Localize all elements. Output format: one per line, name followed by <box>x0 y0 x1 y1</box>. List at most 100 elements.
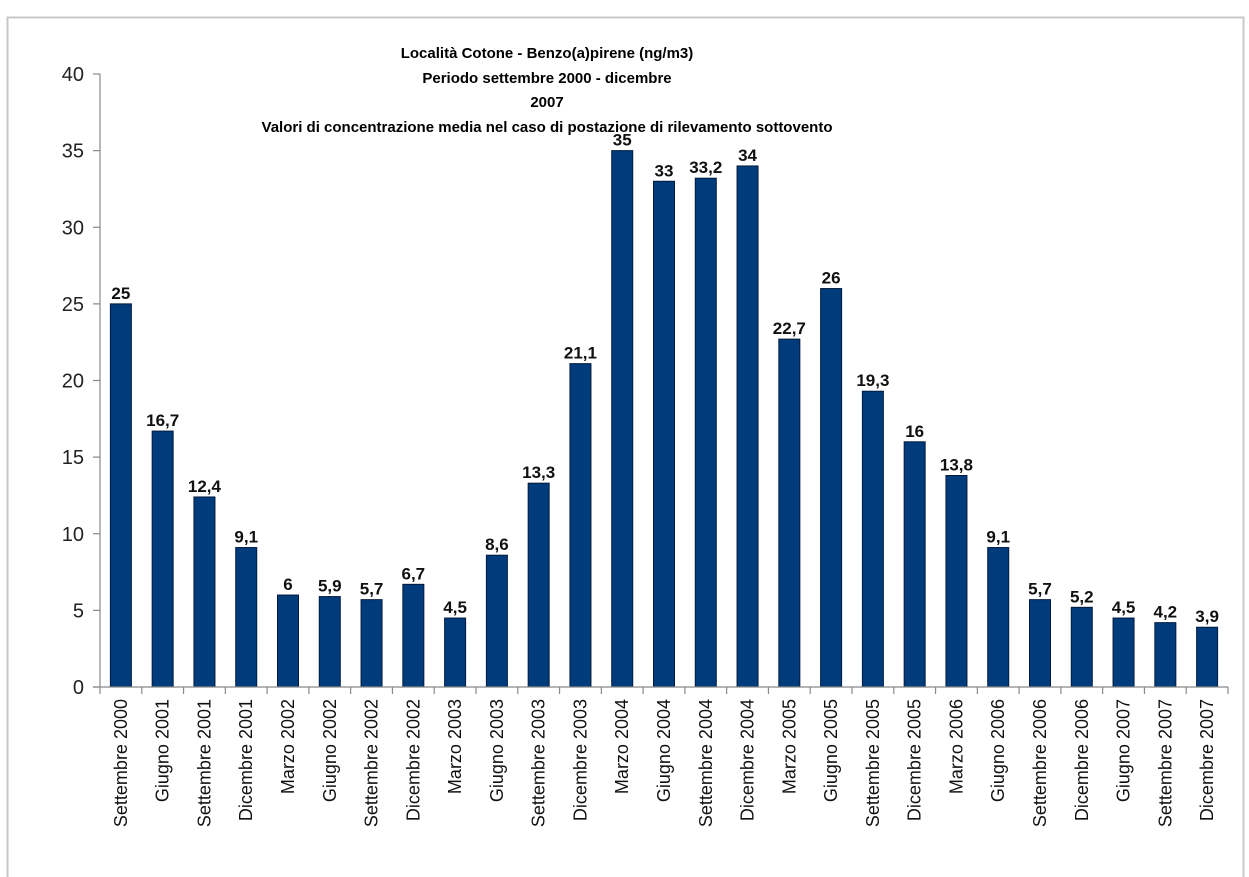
x-tick-label-15: Settembre 2004 <box>696 699 716 827</box>
bar-23 <box>1029 599 1051 688</box>
value-label-8: 6,7 <box>402 564 426 583</box>
bar-16 <box>736 165 759 688</box>
value-label-27: 3,9 <box>1195 607 1219 626</box>
value-label-5: 6 <box>283 575 292 594</box>
x-tick-label-3: Settembre 2001 <box>194 699 214 827</box>
x-tick-label-5: Marzo 2002 <box>278 699 298 794</box>
x-tick-label-11: Settembre 2003 <box>529 699 549 827</box>
value-label-11: 13,3 <box>522 463 555 482</box>
value-label-15: 33,2 <box>689 158 722 177</box>
x-tick-label-16: Dicembre 2004 <box>738 699 758 821</box>
y-tick-label-10: 10 <box>62 524 84 546</box>
y-tick-label-0: 0 <box>73 677 84 699</box>
x-tick-label-19: Settembre 2005 <box>863 699 883 827</box>
y-tick-label-35: 35 <box>62 141 84 163</box>
value-label-3: 12,4 <box>188 477 222 496</box>
axes-layer <box>93 73 1229 694</box>
value-label-20: 16 <box>905 422 924 441</box>
title-line-1: Località Cotone - Benzo(a)pirene (ng/m3) <box>401 45 694 62</box>
bar-12 <box>569 363 592 688</box>
value-label-16: 34 <box>738 146 757 165</box>
x-tick-label-26: Settembre 2007 <box>1155 699 1175 827</box>
x-tick-label-23: Settembre 2006 <box>1030 699 1050 827</box>
value-label-22: 9,1 <box>986 528 1010 547</box>
bar-10 <box>485 554 508 688</box>
chart-title: Località Cotone - Benzo(a)pirene (ng/m3)… <box>262 45 833 136</box>
labels-layer: 0 5 10 15 20 25 30 35 40 Settembre 2000 Giugno 200… <box>62 64 1219 827</box>
x-tick-label-13: Marzo 2004 <box>612 699 632 794</box>
bars-layer <box>109 150 1219 688</box>
x-tick-label-6: Giugno 2002 <box>320 699 340 802</box>
y-tick-label-20: 20 <box>62 371 84 393</box>
value-label-21: 13,8 <box>940 456 973 475</box>
bar-27 <box>1196 626 1219 688</box>
value-label-23: 5,7 <box>1028 580 1052 599</box>
bar-19 <box>861 390 884 688</box>
x-tick-label-18: Giugno 2005 <box>821 699 841 802</box>
value-label-4: 9,1 <box>234 528 258 547</box>
value-label-19: 19,3 <box>856 371 889 390</box>
x-tick-label-20: Dicembre 2005 <box>905 699 925 821</box>
x-tick-label-7: Settembre 2002 <box>362 699 382 827</box>
bar-1 <box>109 303 132 688</box>
bar-7 <box>360 599 383 688</box>
bar-13 <box>611 150 634 688</box>
y-tick-label-15: 15 <box>62 447 84 469</box>
x-tick-label-27: Dicembre 2007 <box>1197 699 1217 821</box>
bar-11 <box>527 482 550 688</box>
value-label-18: 26 <box>822 269 841 288</box>
bar-21 <box>945 475 968 688</box>
x-tick-label-14: Giugno 2004 <box>654 699 674 802</box>
x-tick-label-25: Giugno 2007 <box>1114 699 1134 802</box>
bar-3 <box>193 496 216 688</box>
x-tick-label-21: Marzo 2006 <box>946 699 966 794</box>
bar-22 <box>987 547 1010 688</box>
bar-25 <box>1112 617 1135 688</box>
bar-20 <box>903 441 926 688</box>
bar-9 <box>444 617 467 688</box>
value-label-2: 16,7 <box>146 411 179 430</box>
value-label-9: 4,5 <box>443 598 467 617</box>
x-tick-label-1: Settembre 2000 <box>111 699 131 827</box>
value-label-24: 5,2 <box>1070 587 1094 606</box>
x-tick-label-10: Giugno 2003 <box>487 699 507 802</box>
title-line-2: Periodo settembre 2000 - dicembre <box>422 70 671 87</box>
y-tick-label-40: 40 <box>62 64 84 86</box>
x-tick-label-4: Dicembre 2001 <box>236 699 256 821</box>
value-label-1: 25 <box>111 284 130 303</box>
bar-18 <box>820 288 843 688</box>
title-line-3: 2007 <box>530 94 563 111</box>
value-label-13: 35 <box>613 131 632 150</box>
bar-5 <box>277 594 299 688</box>
value-label-10: 8,6 <box>485 535 509 554</box>
value-label-12: 21,1 <box>564 344 597 363</box>
x-tick-label-17: Marzo 2005 <box>779 699 799 794</box>
x-tick-label-22: Giugno 2006 <box>988 699 1008 802</box>
bar-4 <box>235 547 258 688</box>
bar-6 <box>318 596 341 688</box>
title-line-4: Valori di concentrazione media nel caso … <box>262 119 833 136</box>
x-tick-label-8: Dicembre 2002 <box>403 699 423 821</box>
bar-2 <box>151 430 174 688</box>
x-tick-label-12: Dicembre 2003 <box>570 699 590 821</box>
value-label-17: 22,7 <box>773 319 806 338</box>
y-tick-label-30: 30 <box>62 217 84 239</box>
bar-14 <box>653 180 675 688</box>
bar-17 <box>778 338 801 688</box>
bar-24 <box>1070 606 1093 688</box>
value-label-6: 5,9 <box>318 577 342 596</box>
bar-8 <box>402 583 425 688</box>
value-label-14: 33 <box>655 161 674 180</box>
y-tick-label-25: 25 <box>62 294 84 316</box>
value-label-25: 4,5 <box>1112 598 1136 617</box>
y-tick-label-5: 5 <box>73 600 84 622</box>
value-label-7: 5,7 <box>360 580 384 599</box>
x-tick-label-9: Marzo 2003 <box>445 699 465 794</box>
bar-15 <box>694 177 717 688</box>
bar-26 <box>1154 622 1177 688</box>
x-tick-label-2: Giugno 2001 <box>153 699 173 802</box>
x-tick-label-24: Dicembre 2006 <box>1072 699 1092 821</box>
value-label-26: 4,2 <box>1154 603 1178 622</box>
